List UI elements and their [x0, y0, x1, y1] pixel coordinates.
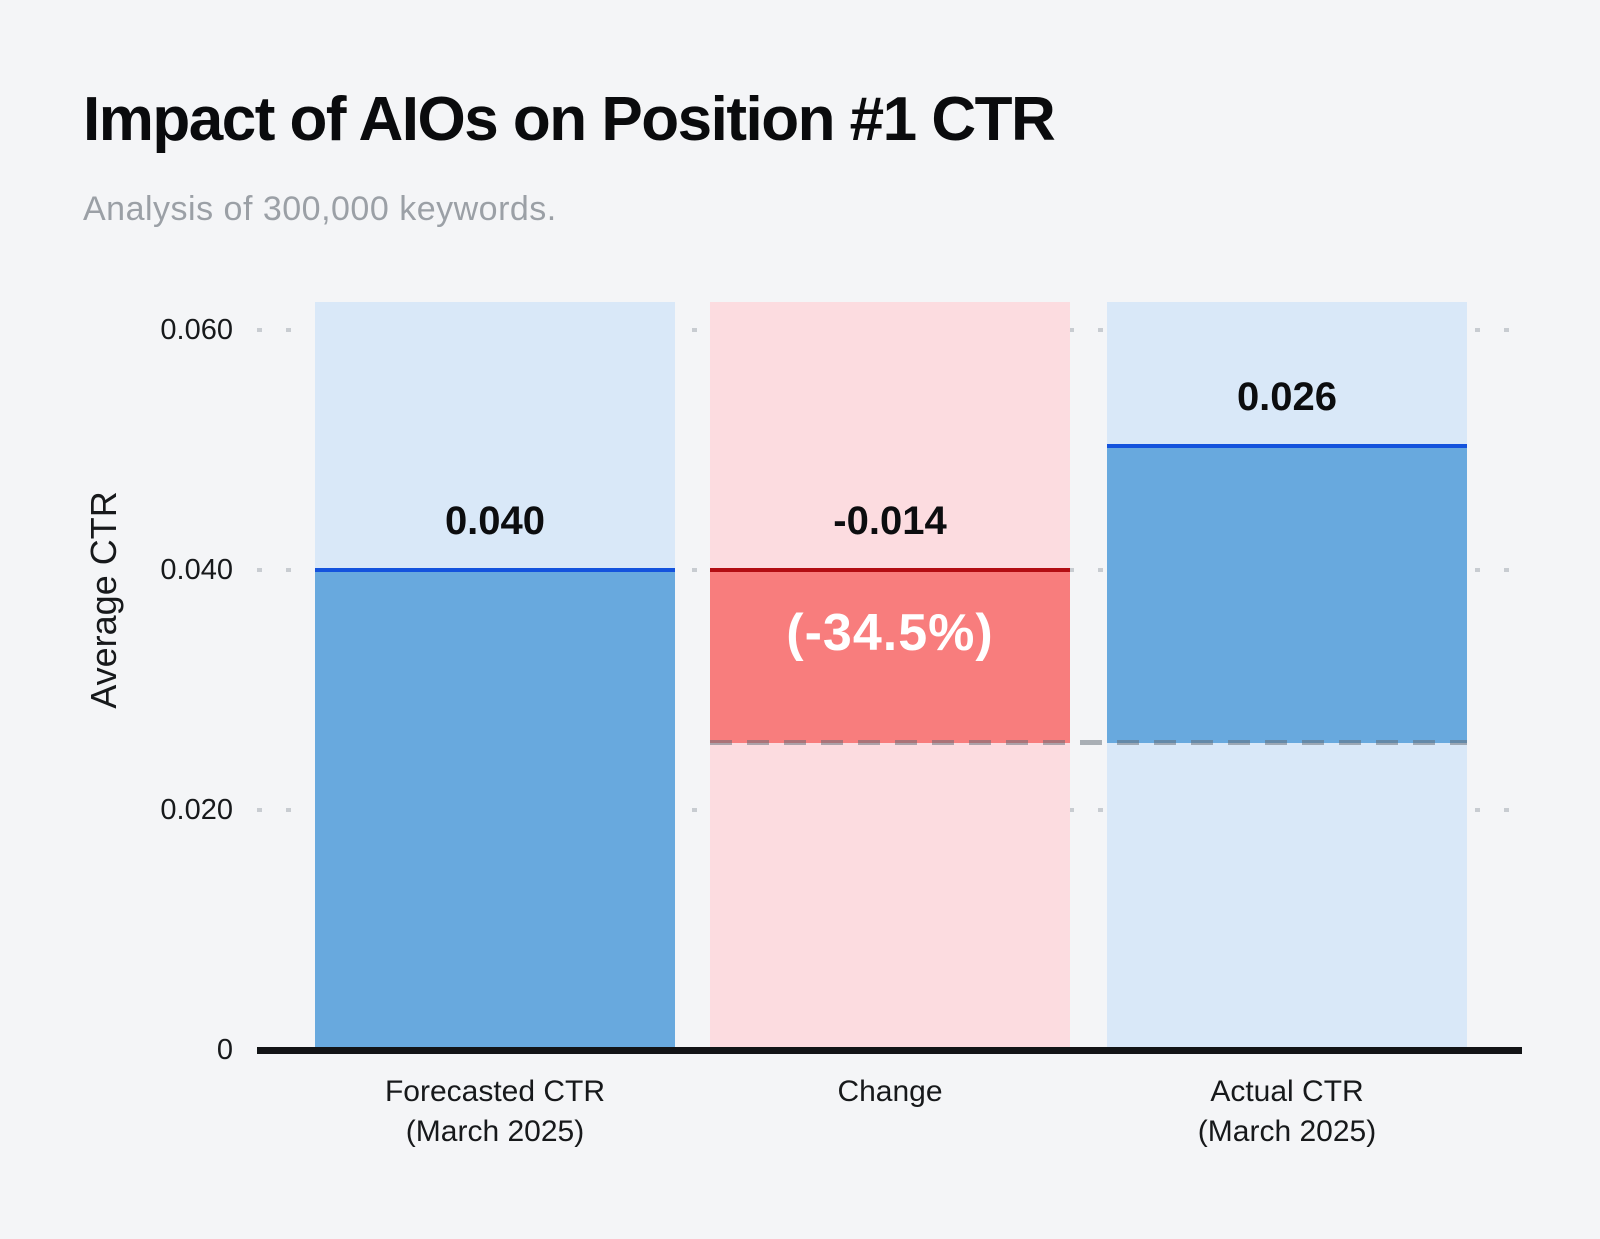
x-label-line1: Change [837, 1075, 943, 1108]
y-tick-label: 0.060 [160, 313, 233, 346]
page-subtitle: Analysis of 300,000 keywords. [83, 190, 557, 228]
x-label-change: Change [680, 1072, 1100, 1112]
x-axis-labels: Forecasted CTR (March 2025) Change Actua… [257, 1072, 1522, 1192]
y-axis-title: Average CTR [83, 491, 124, 709]
plot-area: 0.060 0.040 0.020 0 0.040 -0.014 (-34.5%… [160, 302, 1522, 1065]
dashed-reference-line [710, 739, 1467, 745]
bar-group-forecasted-ctr: 0.040 [315, 302, 675, 1050]
y-tick-label: 0.020 [160, 793, 233, 826]
x-label-line1: Forecasted CTR [384, 1075, 606, 1108]
bar-percent-label-change: (-34.5%) [786, 603, 994, 662]
bar-value-label-change: -0.014 [833, 498, 947, 543]
bar-forecasted-top-line [315, 567, 675, 572]
x-label-line2: (March 2025) [1197, 1115, 1377, 1148]
page-title: Impact of AIOs on Position #1 CTR [83, 85, 1056, 154]
x-label-line2: (March 2025) [405, 1115, 585, 1148]
bar-forecasted-ctr [315, 569, 675, 1050]
bar-value-label-forecasted: 0.040 [444, 498, 546, 543]
x-label-actual-ctr: Actual CTR (March 2025) [1077, 1072, 1497, 1152]
bar-actual-top-line [1107, 444, 1467, 449]
x-axis-line [257, 1047, 1522, 1054]
y-tick-label-zero: 0 [216, 1034, 233, 1066]
x-label-forecasted-ctr: Forecasted CTR (March 2025) [285, 1072, 705, 1152]
bar-value-label-actual: 0.026 [1236, 375, 1338, 420]
bar-group-actual-ctr: 0.026 [1107, 302, 1467, 1050]
bar-actual-ctr [1107, 446, 1467, 743]
x-label-line1: Actual CTR [1210, 1075, 1364, 1108]
y-tick-label: 0.040 [160, 553, 233, 586]
bar-group-change: -0.014 (-34.5%) [710, 302, 1070, 1050]
bar-change [710, 569, 1070, 743]
bar-change-top-line [710, 567, 1070, 572]
